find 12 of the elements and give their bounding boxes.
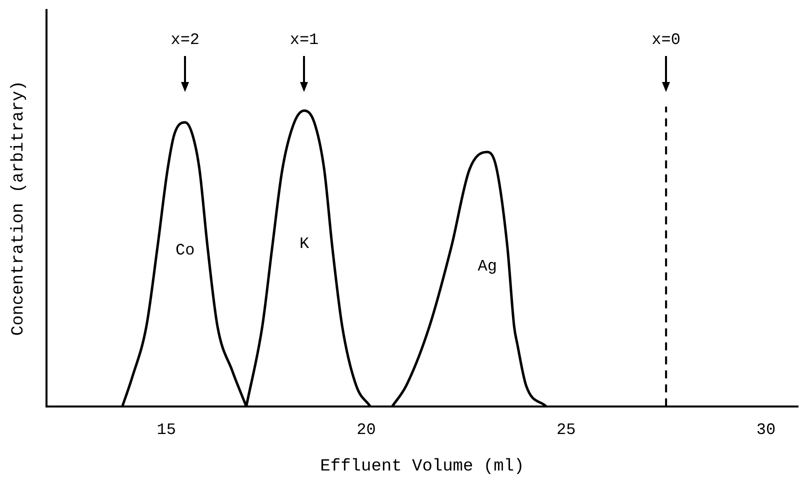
x-tick-label: 20 [356, 421, 376, 440]
series-label: Co [176, 241, 195, 260]
series-label: Ag [478, 258, 497, 276]
x-axis-title: Effluent Volume (ml) [320, 457, 524, 476]
text: x=0 [652, 31, 680, 50]
x-tick-label: 30 [756, 421, 776, 440]
y-axis-title: Concentration (arbitrary) [10, 80, 29, 336]
x-tick-label: 25 [556, 421, 576, 440]
text: x=2 [170, 31, 200, 50]
text: x=1 [290, 31, 319, 50]
series-label: K [299, 234, 310, 253]
x-tick-label: 15 [156, 421, 176, 440]
